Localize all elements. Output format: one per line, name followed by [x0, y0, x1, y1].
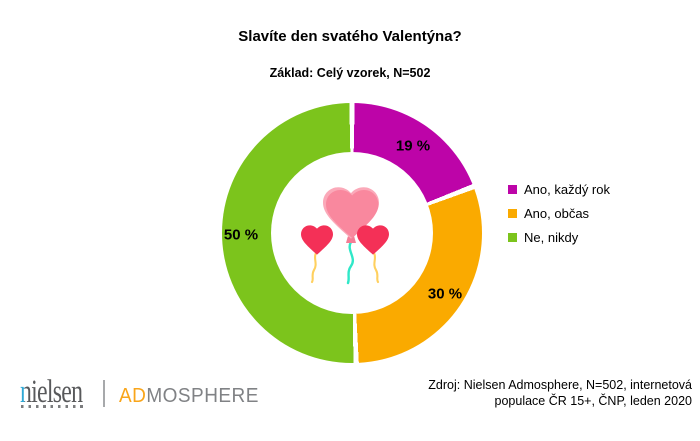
source-line-2: populace ČR 15+, ČNP, leden 2020: [494, 393, 692, 408]
source-line-1: Zdroj: Nielsen Admosphere, N=502, intern…: [428, 378, 692, 392]
source-text: Zdroj: Nielsen Admosphere, N=502, intern…: [428, 378, 692, 409]
legend-item-ne-nikdy: Ne, nikdy: [508, 230, 610, 245]
legend-swatch: [508, 209, 517, 218]
admosphere-logo: ADMOSPHERE: [119, 386, 259, 406]
slice-label-ano-kazdy-rok: 19 %: [395, 137, 431, 155]
legend-swatch: [508, 185, 517, 194]
nielsen-logo-rest: ielsen: [31, 374, 83, 410]
small-heart-left-icon: [301, 225, 333, 255]
small-heart-right-icon: [357, 225, 389, 255]
legend-item-ano-kazdy-rok: Ano, každý rok: [508, 182, 610, 197]
legend-swatch: [508, 233, 517, 242]
slice-label-ano-obcas: 30 %: [427, 285, 463, 303]
yellow-string-left-icon: [310, 251, 318, 284]
legend-label: Ne, nikdy: [524, 230, 579, 245]
big-heart-icon: [323, 187, 379, 239]
yellow-string-right-icon: [372, 251, 380, 284]
legend: Ano, každý rok Ano, občas Ne, nikdy: [508, 182, 610, 245]
legend-label: Ano, každý rok: [524, 182, 610, 197]
slice-label-ne-nikdy: 50 %: [223, 226, 259, 244]
teal-string-icon: [346, 240, 355, 285]
heart-balloons-icon: [301, 187, 389, 285]
nielsen-dots-icon: [21, 405, 87, 408]
nielsen-logo: nielsen: [20, 374, 83, 410]
nielsen-logo-first-letter: n: [20, 374, 32, 410]
logo-divider: [103, 380, 105, 407]
balloon-knot-icon: [346, 236, 356, 243]
chart-subtitle: Základ: Celý vzorek, N=502: [269, 66, 431, 80]
legend-item-ano-obcas: Ano, občas: [508, 206, 610, 221]
legend-label: Ano, občas: [524, 206, 590, 221]
page-title: Slavíte den svatého Valentýna?: [238, 28, 462, 45]
admosphere-logo-mosphere: MOSPHERE: [146, 385, 259, 407]
admosphere-logo-ad: AD: [119, 385, 147, 407]
